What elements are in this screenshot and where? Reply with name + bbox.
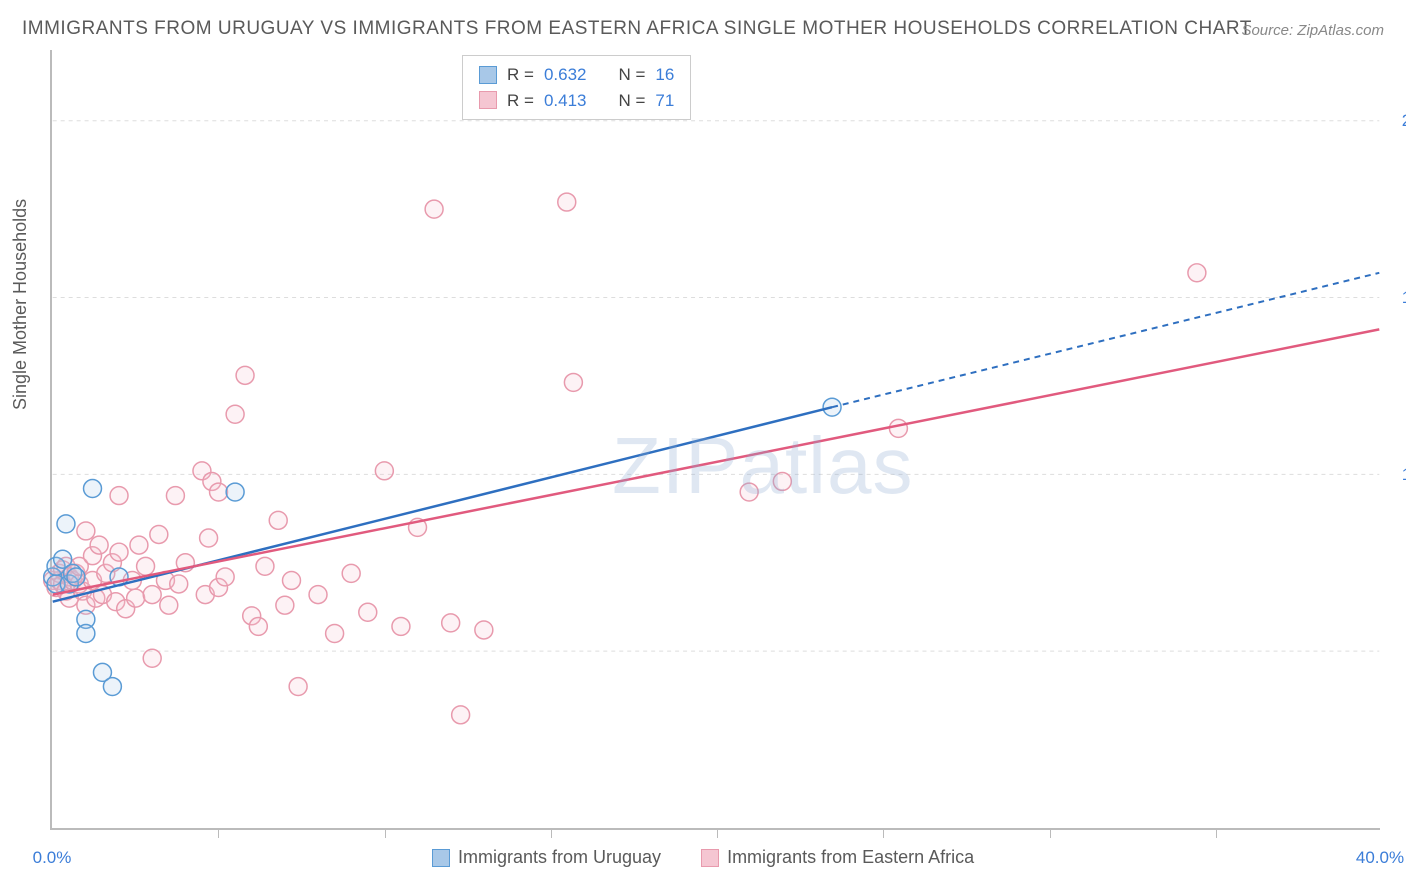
- series-swatch-icon: [479, 91, 497, 109]
- legend-label: Immigrants from Uruguay: [458, 847, 661, 868]
- r-value: 0.632: [544, 62, 587, 88]
- r-label: R =: [507, 88, 534, 114]
- series-swatch-icon: [432, 849, 450, 867]
- x-axis-tick: [1216, 828, 1217, 838]
- x-axis-tick-label: 40.0%: [1356, 848, 1404, 868]
- y-axis-tick-label: 15.0%: [1402, 288, 1406, 308]
- stat-row: R = 0.413 N = 71: [479, 88, 674, 114]
- scatter-plot-svg: [52, 50, 1380, 828]
- legend-item: Immigrants from Eastern Africa: [701, 847, 974, 868]
- n-value: 16: [655, 62, 674, 88]
- x-axis-tick: [883, 828, 884, 838]
- y-axis-tick-label: 20.0%: [1402, 111, 1406, 131]
- x-axis-tick: [385, 828, 386, 838]
- x-axis-tick: [551, 828, 552, 838]
- legend-item: Immigrants from Uruguay: [432, 847, 661, 868]
- chart-title: IMMIGRANTS FROM URUGUAY VS IMMIGRANTS FR…: [22, 18, 1252, 40]
- x-axis-tick: [218, 828, 219, 838]
- stat-row: R = 0.632 N = 16: [479, 62, 674, 88]
- series-swatch-icon: [479, 66, 497, 84]
- y-axis-tick-label: 10.0%: [1402, 465, 1406, 485]
- correlation-stats-box: R = 0.632 N = 16 R = 0.413 N = 71: [462, 55, 691, 120]
- y-axis-label: Single Mother Households: [10, 199, 31, 410]
- x-axis-tick: [1050, 828, 1051, 838]
- series-swatch-icon: [701, 849, 719, 867]
- n-value: 71: [655, 88, 674, 114]
- r-value: 0.413: [544, 88, 587, 114]
- n-label: N =: [618, 88, 645, 114]
- x-axis-tick: [717, 828, 718, 838]
- r-label: R =: [507, 62, 534, 88]
- x-axis-tick-label: 0.0%: [33, 848, 72, 868]
- legend-label: Immigrants from Eastern Africa: [727, 847, 974, 868]
- source-attribution: Source: ZipAtlas.com: [1241, 22, 1384, 39]
- plot-area: R = 0.632 N = 16 R = 0.413 N = 71 ZIPatl…: [50, 50, 1380, 830]
- n-label: N =: [618, 62, 645, 88]
- chart-container: IMMIGRANTS FROM URUGUAY VS IMMIGRANTS FR…: [0, 0, 1406, 892]
- bottom-legend: Immigrants from Uruguay Immigrants from …: [432, 847, 974, 868]
